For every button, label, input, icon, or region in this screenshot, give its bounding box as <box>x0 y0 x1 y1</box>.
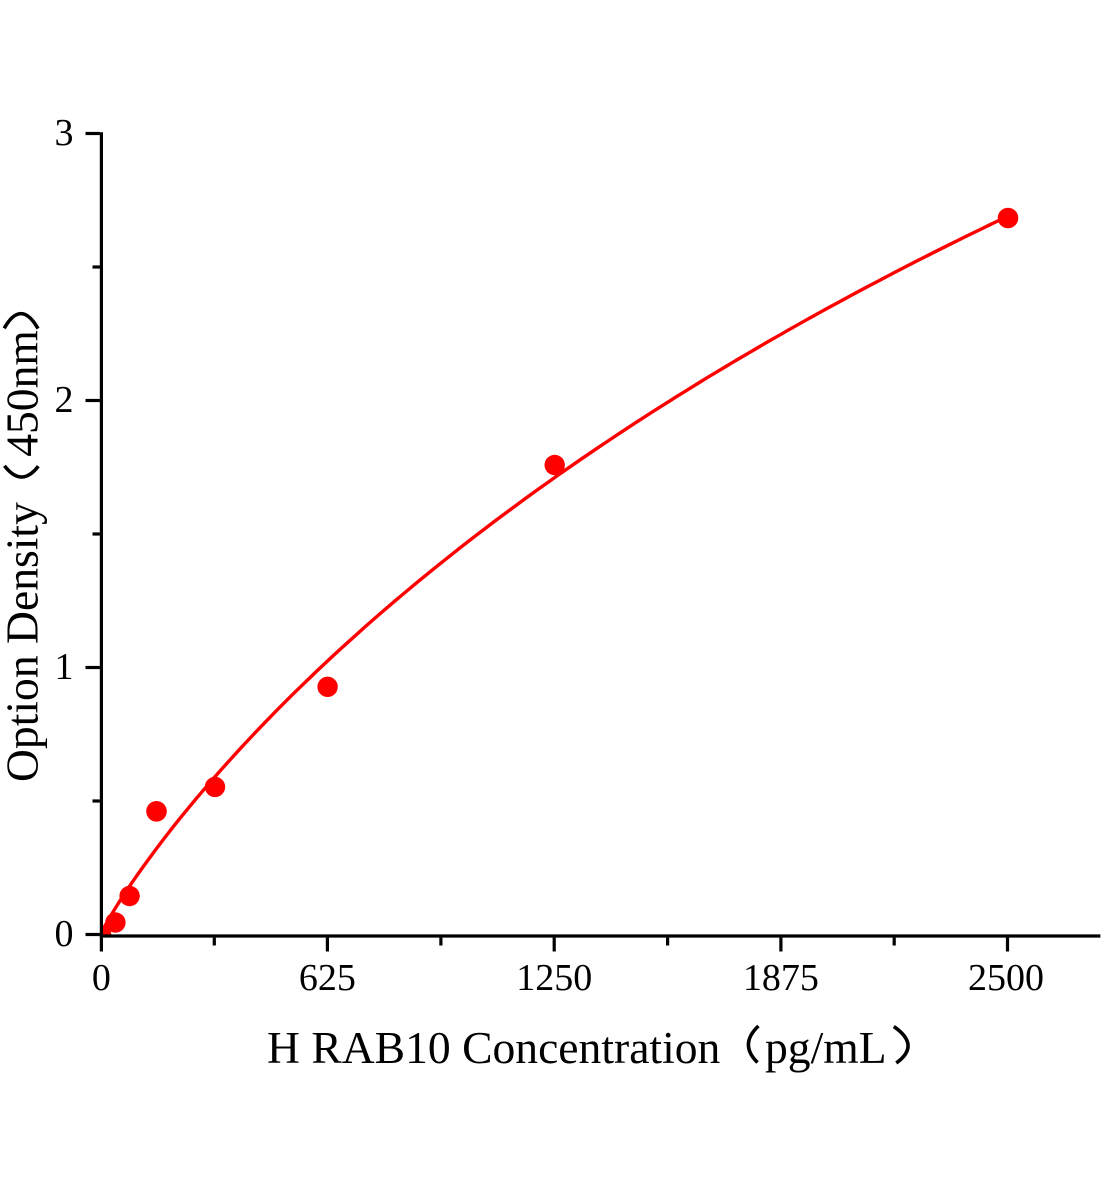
svg-text:3: 3 <box>55 112 74 154</box>
svg-text:1250: 1250 <box>516 957 592 999</box>
svg-text:625: 625 <box>299 957 356 999</box>
svg-text:2500: 2500 <box>968 957 1044 999</box>
svg-text:0: 0 <box>55 913 74 955</box>
svg-text:Option Density: Option Density <box>0 502 48 782</box>
svg-text:1: 1 <box>55 646 74 688</box>
svg-text:0: 0 <box>92 957 111 999</box>
svg-text:H RAB10 Concentration: H RAB10 Concentration <box>267 1022 721 1073</box>
svg-text:pg/mL: pg/mL <box>765 1022 887 1073</box>
svg-text:1875: 1875 <box>743 957 819 999</box>
svg-text:450nm: 450nm <box>0 330 48 457</box>
svg-text:2: 2 <box>55 379 74 421</box>
